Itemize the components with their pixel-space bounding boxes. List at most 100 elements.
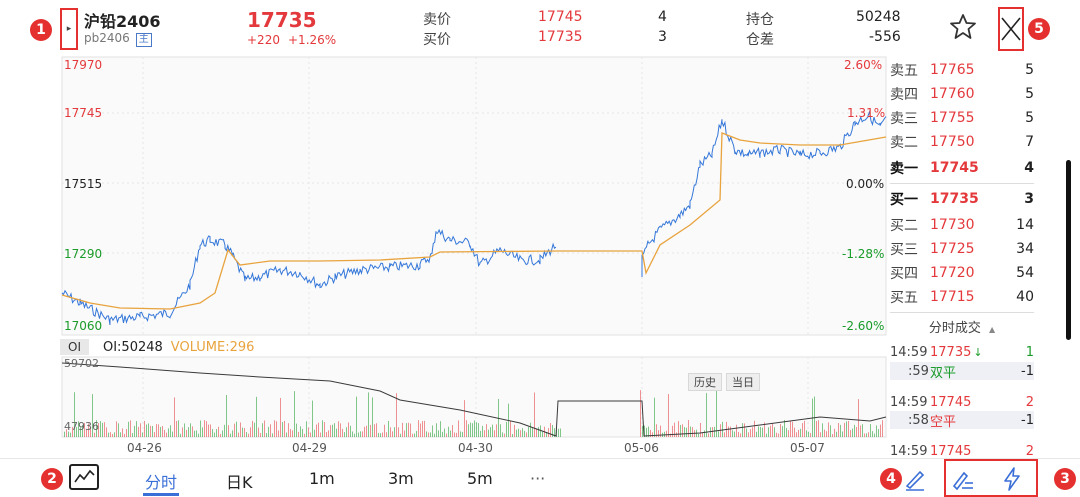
volume-bar — [672, 425, 673, 437]
volume-bar — [174, 397, 175, 437]
volume-bar — [820, 432, 821, 437]
volume-bar — [386, 432, 387, 437]
tick-volume: 1 — [1025, 344, 1034, 360]
tools-group — [944, 459, 1038, 497]
volume-bar — [398, 427, 399, 437]
order-edit-icon[interactable] — [950, 466, 976, 492]
volume-bar — [182, 427, 183, 437]
main-plot-frame — [61, 56, 887, 336]
volume-bar — [180, 433, 181, 437]
volume-bar — [446, 433, 447, 437]
bid-row[interactable]: 买三 17725 34 — [890, 237, 1034, 261]
level-label: 卖二 — [890, 135, 918, 151]
volume-bar — [288, 423, 289, 437]
volume-bar — [354, 433, 355, 437]
bid-volume: 3 — [658, 29, 667, 45]
date-label: 05-06 — [624, 441, 659, 455]
more-tabs-button[interactable]: ··· — [530, 469, 546, 488]
volume-bar — [230, 433, 231, 437]
volume-bar — [418, 420, 419, 437]
volume-bar — [766, 433, 767, 437]
today-button[interactable]: 当日 — [726, 373, 760, 391]
volume-bar — [502, 432, 503, 437]
tick-volume: 2 — [1025, 443, 1034, 459]
volume-bar — [482, 425, 483, 437]
tab-3m[interactable]: 3m — [388, 469, 414, 488]
volume-bar — [448, 426, 449, 437]
volume-bar — [222, 430, 223, 437]
tick-sub-time: :58 — [908, 412, 929, 428]
tab-intraday[interactable]: 分时 — [145, 473, 178, 492]
volume-bar — [326, 431, 327, 437]
volume-bar — [728, 426, 729, 437]
expand-panel-button[interactable]: ▸ — [60, 8, 78, 50]
volume-bar — [242, 427, 243, 437]
volume-bar — [486, 424, 487, 437]
draw-pen-icon[interactable] — [902, 466, 928, 492]
volume-bar — [200, 420, 201, 437]
tab-5m[interactable]: 5m — [467, 469, 493, 488]
volume-bar — [874, 433, 875, 437]
volume-bar — [296, 423, 297, 437]
level-label: 买五 — [890, 290, 918, 306]
volume-bar — [840, 424, 841, 437]
volume-bar — [324, 422, 325, 437]
tick-sub-volume: -1 — [1021, 412, 1034, 428]
ask-row[interactable]: 卖五 17765 5 — [890, 58, 1034, 82]
bid-row[interactable]: 买五 17715 40 — [890, 285, 1034, 309]
volume-bar — [532, 427, 533, 437]
volume-bar — [500, 424, 501, 437]
level-volume: 54 — [1016, 265, 1034, 281]
indicator-tab-oi[interactable]: OI — [60, 339, 89, 355]
date-label: 04-30 — [458, 441, 493, 455]
bid-row[interactable]: 买二 17730 14 — [890, 213, 1034, 237]
tick-kind: 空平 — [930, 414, 957, 430]
best-bid-row[interactable]: 买一 17735 3 — [890, 187, 1034, 211]
tick-row: 14:59 17735 ↓ 1 — [890, 343, 1034, 361]
volume-bar — [214, 432, 215, 437]
volume-bar — [292, 430, 293, 437]
ask-row[interactable]: 卖二 17750 7 — [890, 130, 1034, 154]
bid-row[interactable]: 买四 17720 54 — [890, 261, 1034, 285]
volume-bar — [838, 423, 839, 437]
volume-bar — [412, 433, 413, 437]
volume-bar — [740, 433, 741, 437]
volume-bar — [702, 433, 703, 437]
best-ask-row[interactable]: 卖一 17745 4 — [890, 156, 1034, 180]
volume-bar — [560, 428, 561, 437]
volume-bar — [656, 424, 657, 437]
scrollbar-thumb[interactable] — [1066, 160, 1071, 340]
tab-1m[interactable]: 1m — [309, 469, 335, 488]
intraday-chart[interactable]: 17970 17745 17515 17290 17060 2.60% 1.31… — [0, 55, 890, 465]
volume-bar — [526, 432, 527, 437]
ask-row[interactable]: 卖四 17760 5 — [890, 82, 1034, 106]
volume-bar — [194, 430, 195, 437]
volume-bar — [644, 425, 645, 437]
volume-bar — [882, 420, 883, 437]
price-change: +220 — [247, 33, 280, 47]
volume-bar — [284, 420, 285, 437]
tab-daily-k[interactable]: 日K — [226, 473, 253, 492]
ticks-title-row[interactable]: 分时成交 ▲ — [890, 317, 1034, 336]
volume-bar — [130, 420, 131, 437]
volume-bar — [698, 433, 699, 437]
history-button[interactable]: 历史 — [688, 373, 722, 391]
volume-bar — [262, 423, 263, 437]
volume-bar — [760, 427, 761, 437]
y-label-upper: 17745 — [64, 106, 103, 120]
volume-bar — [808, 431, 809, 437]
ask-row[interactable]: 卖三 17755 5 — [890, 106, 1034, 130]
lightning-icon[interactable] — [999, 466, 1025, 492]
pct-label-high: 2.60% — [844, 58, 883, 72]
close-button[interactable] — [998, 7, 1024, 51]
volume-bar — [218, 426, 219, 437]
favorite-star-icon[interactable] — [948, 12, 978, 42]
chart-type-toggle-button[interactable] — [69, 464, 99, 490]
volume-bar — [802, 423, 803, 437]
chart-canvas[interactable] — [0, 55, 890, 465]
level-label: 卖四 — [890, 87, 918, 103]
volume-bar — [810, 433, 811, 437]
volume-bar — [456, 432, 457, 437]
volume-bar — [364, 426, 365, 437]
volume-bar — [828, 422, 829, 437]
